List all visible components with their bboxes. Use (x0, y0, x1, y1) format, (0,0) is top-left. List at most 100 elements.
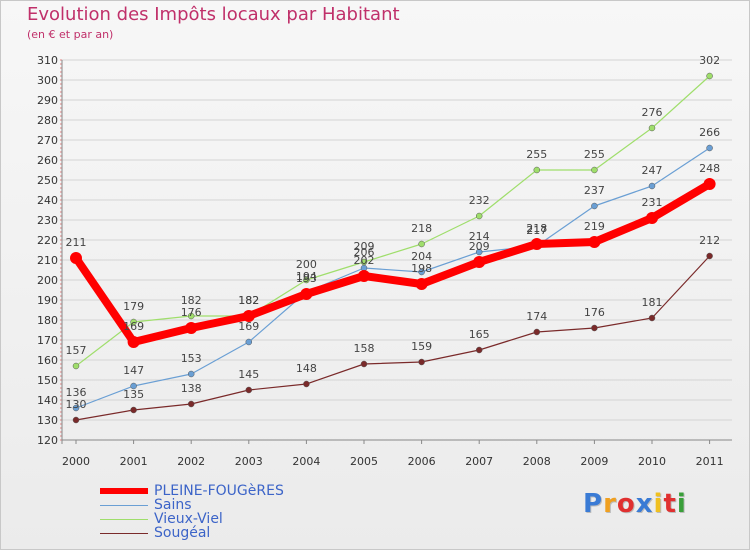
x-tick-label: 2000 (62, 455, 90, 468)
data-label: 165 (469, 328, 490, 341)
data-label: 158 (354, 342, 375, 355)
logo-letter: t (663, 489, 677, 519)
data-label: 200 (296, 258, 317, 271)
y-tick-label: 270 (37, 134, 58, 147)
y-tick-label: 190 (37, 294, 58, 307)
data-point (591, 202, 598, 210)
data-point (648, 182, 656, 190)
y-tick-label: 130 (37, 414, 58, 427)
legend-item-pleine-fougeres[interactable]: PLEINE-FOUGèRES (100, 483, 360, 499)
x-tick-label: 2001 (120, 455, 148, 468)
logo-letter: i (653, 489, 664, 519)
data-label: 130 (66, 398, 87, 411)
x-tick-label: 2010 (638, 455, 666, 468)
y-tick-label: 160 (37, 354, 58, 367)
data-point (706, 252, 713, 260)
data-point (418, 358, 425, 366)
data-point (588, 236, 601, 248)
data-point (300, 288, 313, 300)
data-point (418, 240, 425, 248)
data-point (360, 258, 368, 266)
data-label: 255 (526, 148, 547, 161)
data-point (130, 406, 137, 414)
data-point (70, 252, 82, 264)
data-point (72, 404, 80, 412)
series-line-0 (72, 180, 714, 346)
data-point (187, 370, 195, 378)
x-tick-label: 2005 (350, 455, 378, 468)
y-tick-label: 240 (37, 194, 58, 207)
data-point (130, 318, 137, 326)
data-label: 237 (584, 184, 605, 197)
data-point (418, 268, 425, 276)
data-label: 157 (66, 344, 87, 357)
y-tick-label: 220 (37, 234, 58, 247)
y-tick-label: 120 (37, 434, 58, 447)
legend-item-sains[interactable]: Sains (100, 497, 360, 513)
data-label: 218 (526, 222, 547, 235)
series-line-2 (75, 75, 711, 367)
data-label: 136 (66, 386, 87, 399)
data-label: 182 (238, 294, 259, 307)
data-point (706, 144, 713, 152)
series-line-1 (75, 147, 711, 409)
x-tick-label: 2004 (292, 455, 320, 468)
y-tick-label: 300 (37, 74, 58, 87)
data-label: 231 (642, 196, 663, 209)
data-label: 198 (411, 262, 432, 275)
data-point (473, 256, 486, 268)
data-point (187, 312, 195, 320)
data-label: 219 (584, 220, 605, 233)
data-label: 138 (181, 382, 202, 395)
data-label: 218 (411, 222, 432, 235)
legend-item-sougeal[interactable]: Sougéal (100, 525, 360, 541)
x-tick-label: 2006 (408, 455, 436, 468)
data-point (591, 324, 598, 332)
x-tick-label: 2007 (465, 455, 493, 468)
data-label: 181 (642, 296, 663, 309)
legend-item-vieux-viel[interactable]: Vieux-Viel (100, 511, 360, 527)
data-point (530, 238, 543, 250)
data-label: 214 (469, 230, 490, 243)
data-point (303, 276, 310, 284)
data-point (72, 362, 80, 370)
data-point (130, 382, 137, 390)
data-label: 169 (123, 320, 144, 333)
y-tick-label: 250 (37, 174, 58, 187)
data-label: 147 (123, 364, 144, 377)
data-point (475, 346, 483, 354)
data-point (591, 166, 598, 174)
data-point (303, 380, 310, 388)
data-point (648, 124, 656, 132)
logo-letter: r (603, 489, 617, 519)
legend-label-sougeal: Sougéal (154, 525, 211, 541)
data-label: 217 (526, 224, 547, 237)
data-label: 148 (296, 362, 317, 375)
data-label: 169 (238, 320, 259, 333)
legend-swatch-sougeal (100, 533, 148, 534)
x-tick-label: 2008 (523, 455, 551, 468)
data-label: 194 (296, 270, 317, 283)
data-label: 232 (469, 194, 490, 207)
data-label: 206 (354, 246, 375, 259)
legend-label-pleine-fougeres: PLEINE-FOUGèRES (154, 483, 284, 499)
data-label: 212 (699, 234, 720, 247)
y-tick-label: 230 (37, 214, 58, 227)
data-label: 211 (66, 236, 87, 249)
data-label: 209 (469, 240, 490, 253)
data-point (245, 338, 253, 346)
logo-letter: o (616, 489, 636, 519)
legend-swatch-sains (100, 505, 148, 506)
x-tick-label: 2003 (235, 455, 263, 468)
y-tick-label: 150 (37, 374, 58, 387)
data-point (415, 278, 428, 290)
data-label: 204 (411, 250, 432, 263)
data-label: 135 (123, 388, 144, 401)
logo-letter: x (635, 489, 654, 519)
data-point (475, 212, 483, 220)
data-label: 153 (181, 352, 202, 365)
y-tick-label: 280 (37, 114, 58, 127)
data-point (706, 72, 713, 80)
data-label: 182 (238, 294, 259, 307)
